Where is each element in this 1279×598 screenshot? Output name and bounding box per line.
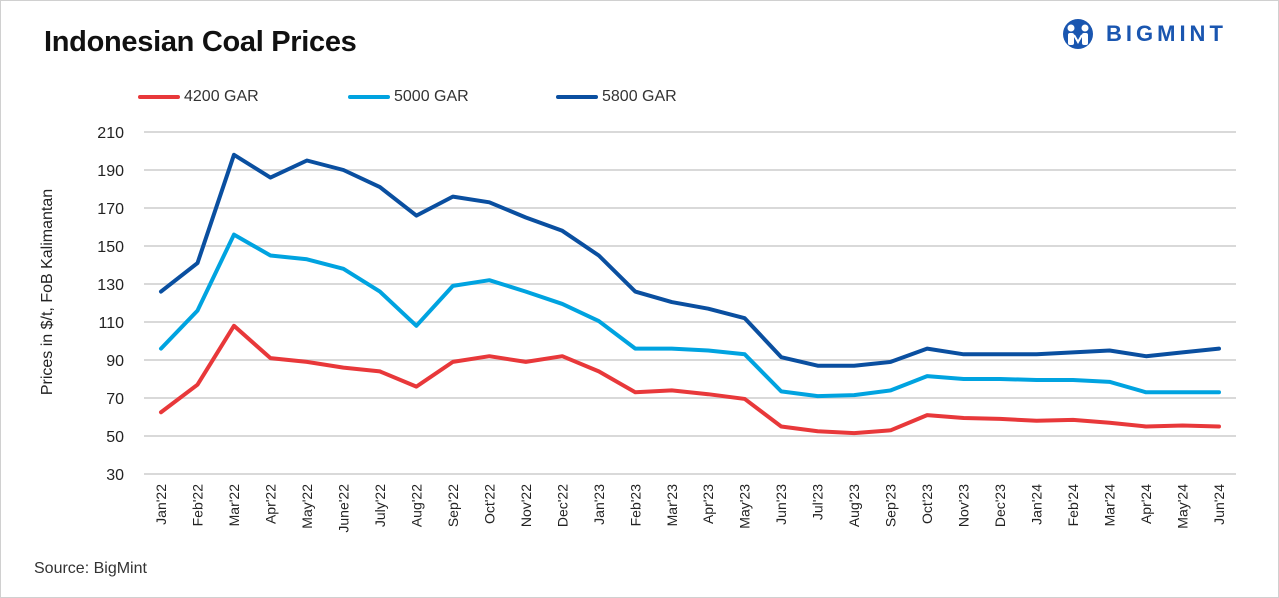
x-tick-label: Apr'24: [1138, 484, 1154, 524]
x-tick-label: May'23: [737, 484, 753, 529]
x-tick-label: Feb'22: [189, 484, 205, 527]
x-tick-label: Mar'24: [1102, 484, 1118, 527]
x-tick-label: Oct'22: [481, 484, 497, 524]
x-tick-label: Jan'23: [591, 484, 607, 525]
series-line-5000-gar: [159, 232, 1221, 399]
x-tick-label: Mar'23: [664, 484, 680, 527]
y-tick-label: 50: [106, 429, 124, 446]
series-line-4200-gar: [159, 323, 1221, 436]
x-tick-label: Aug'23: [846, 484, 862, 527]
x-tick-label: Jun'23: [773, 484, 789, 525]
legend-label: 5800 GAR: [602, 88, 677, 105]
legend-label: 5000 GAR: [394, 88, 469, 105]
x-tick-label: Sep'22: [445, 484, 461, 527]
y-tick-label: 130: [97, 277, 124, 294]
x-tick-label: Oct'23: [919, 484, 935, 524]
source-note: Source: BigMint: [34, 560, 147, 577]
y-tick-label: 70: [106, 391, 124, 408]
y-tick-label: 110: [98, 315, 124, 332]
x-tick-label: Feb'23: [627, 484, 643, 527]
x-tick-label: Jan'22: [153, 484, 169, 525]
x-tick-label: Apr'23: [700, 484, 716, 524]
x-tick-label: Jul'23: [810, 484, 826, 520]
x-tick-label: Dec'22: [554, 484, 570, 527]
legend: 4200 GAR 5000 GAR 5800 GAR: [0, 88, 800, 108]
y-tick-label: 90: [106, 353, 124, 370]
legend-swatch: [138, 95, 180, 99]
y-tick-label: 150: [97, 239, 124, 256]
x-tick-label: Sep'23: [883, 484, 899, 527]
legend-swatch: [348, 95, 390, 99]
legend-item-5000: 5000 GAR: [348, 88, 469, 106]
legend-item-5800: 5800 GAR: [556, 88, 677, 106]
x-tick-label: July'22: [372, 484, 388, 527]
x-tick-label: Apr'22: [262, 484, 278, 524]
x-tick-label: May'22: [299, 484, 315, 529]
x-tick-label: Nov'23: [956, 484, 972, 527]
legend-item-4200: 4200 GAR: [138, 88, 259, 106]
x-tick-label: Aug'22: [408, 484, 424, 527]
x-tick-label: Jan'24: [1029, 484, 1045, 525]
y-tick-label: 210: [97, 125, 124, 142]
x-tick-label: Mar'22: [226, 484, 242, 527]
x-tick-label: June'22: [335, 484, 351, 533]
x-tick-label: May'24: [1175, 484, 1191, 529]
y-tick-label: 190: [97, 163, 124, 180]
legend-label: 4200 GAR: [184, 88, 259, 105]
y-tick-label: 170: [97, 201, 124, 218]
chart-title: Indonesian Coal Prices: [44, 26, 357, 58]
x-tick-label: Feb'24: [1065, 484, 1081, 527]
bigmint-logo: BIGMINT: [1060, 18, 1227, 50]
legend-swatch: [556, 95, 598, 99]
x-tick-label: Nov'22: [518, 484, 534, 527]
x-tick-label: Dec'23: [992, 484, 1008, 527]
y-tick-label: 30: [106, 467, 124, 484]
bigmint-logo-icon: [1063, 19, 1093, 49]
logo-text: BIGMINT: [1106, 21, 1227, 46]
series-line-5800-gar: [159, 152, 1221, 368]
x-tick-label: Jun'24: [1211, 484, 1227, 525]
